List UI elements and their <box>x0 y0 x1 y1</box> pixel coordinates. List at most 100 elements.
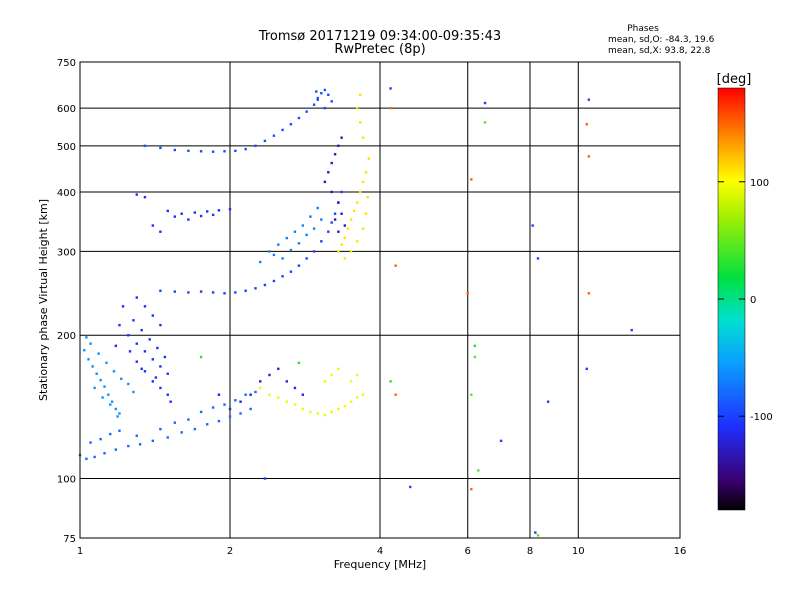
data-point <box>159 323 162 327</box>
data-point <box>173 290 177 293</box>
data-point <box>128 350 132 353</box>
data-point <box>239 412 242 415</box>
data-point <box>349 400 353 403</box>
data-point <box>166 393 169 396</box>
data-point <box>239 400 242 403</box>
data-point <box>169 400 172 403</box>
data-point <box>483 101 487 105</box>
data-point <box>180 212 183 215</box>
data-point <box>312 227 316 230</box>
data-point <box>470 487 473 491</box>
data-point <box>127 334 130 337</box>
data-point <box>223 403 226 406</box>
data-point <box>330 100 333 103</box>
data-point <box>272 279 276 283</box>
y-tick-label: 300 <box>57 247 76 258</box>
data-point <box>99 378 102 382</box>
data-point <box>135 342 138 345</box>
data-point <box>205 210 209 213</box>
data-point <box>312 103 316 106</box>
data-point <box>151 224 155 227</box>
data-point <box>135 360 138 363</box>
data-point <box>109 403 112 406</box>
data-point <box>587 292 591 295</box>
data-point <box>309 215 312 218</box>
data-point <box>330 190 333 194</box>
data-point <box>337 407 340 411</box>
data-point <box>127 382 130 386</box>
data-point <box>343 224 347 227</box>
data-point <box>546 400 550 403</box>
data-point <box>470 178 473 181</box>
data-point <box>289 270 293 273</box>
data-point <box>337 230 340 233</box>
data-point <box>315 90 318 93</box>
data-point <box>285 236 288 240</box>
data-point <box>470 393 473 396</box>
x-tick-label: 10 <box>572 546 585 557</box>
data-point <box>355 106 359 110</box>
data-point <box>499 439 503 443</box>
data-point <box>259 380 262 383</box>
x-tick-label: 4 <box>377 546 383 557</box>
data-point <box>301 407 305 411</box>
data-point <box>85 457 88 461</box>
data-point <box>358 190 362 194</box>
data-point <box>323 106 327 110</box>
data-point <box>340 212 343 215</box>
data-point <box>355 373 359 377</box>
data-point <box>320 91 323 95</box>
data-point <box>120 377 123 380</box>
data-point <box>223 150 226 153</box>
data-point <box>234 149 237 153</box>
data-point <box>358 93 362 96</box>
data-point <box>316 98 319 101</box>
data-point <box>199 214 203 218</box>
data-point <box>268 373 271 377</box>
data-point <box>340 136 343 139</box>
data-point <box>337 144 340 148</box>
data-point <box>217 393 221 396</box>
plot-frame <box>79 61 681 539</box>
chart-subtitle: RwPretec (8p) <box>334 42 425 57</box>
data-point <box>234 291 237 294</box>
data-point <box>352 209 356 213</box>
data-point <box>159 289 162 292</box>
data-point <box>277 367 280 371</box>
data-point <box>337 250 340 253</box>
data-point <box>118 412 121 415</box>
data-point <box>249 393 252 396</box>
data-point <box>361 393 365 396</box>
data-point <box>343 236 347 240</box>
data-point <box>143 195 147 199</box>
data-point <box>135 193 138 196</box>
data-point <box>337 367 340 371</box>
data-point <box>143 350 147 353</box>
chart-title: Tromsø 20171219 09:34:00-09:35:43 <box>258 29 501 44</box>
data-point <box>112 370 116 373</box>
data-point <box>151 358 155 361</box>
data-point <box>285 380 288 383</box>
data-point <box>305 110 308 113</box>
data-point <box>630 328 633 332</box>
data-point <box>193 211 197 214</box>
colorbar-ticks: 100 0 -100 <box>718 178 773 423</box>
data-point <box>159 427 162 431</box>
data-point <box>327 230 330 233</box>
data-point <box>389 380 392 383</box>
data-point <box>316 412 319 415</box>
data-point <box>138 443 142 446</box>
data-point <box>211 406 215 409</box>
y-tick-label: 400 <box>57 188 76 199</box>
data-point <box>289 123 293 126</box>
colorbar-tick-label: 100 <box>750 178 769 189</box>
data-point <box>254 287 257 290</box>
data-point <box>114 448 118 451</box>
data-point <box>340 243 343 246</box>
data-point <box>93 386 96 390</box>
data-point <box>293 403 297 406</box>
data-point <box>312 250 316 253</box>
data-point <box>323 380 327 383</box>
y-tick-label: 750 <box>57 58 76 69</box>
